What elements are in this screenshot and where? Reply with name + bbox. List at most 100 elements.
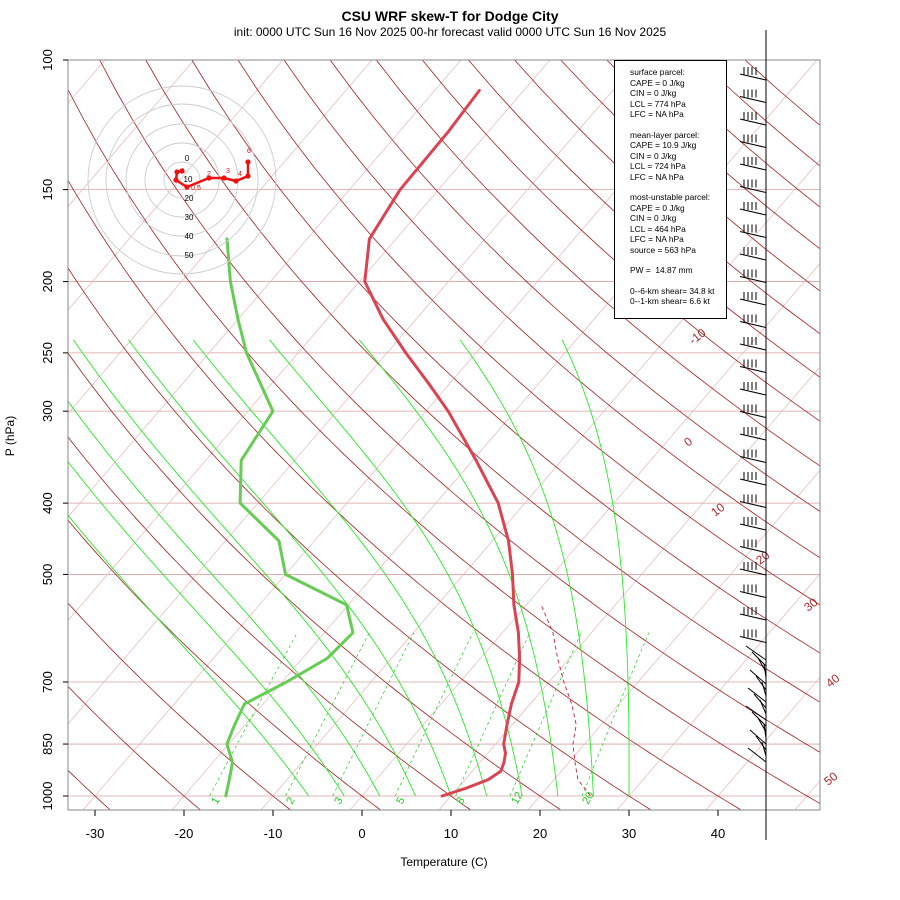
chart-title: CSU WRF skew-T for Dodge City (341, 8, 559, 24)
isotherm-line (883, 26, 900, 811)
hodograph-height-label: 0.5 (191, 185, 201, 192)
hodograph-height-label: 6 (247, 148, 251, 155)
moist-adiabat (561, 339, 630, 796)
stats-line: PW = 14.87 mm (630, 265, 693, 275)
wind-barb-lower (747, 747, 767, 763)
isotherm-line (68, 60, 551, 621)
isotherm-label: 40 (823, 671, 842, 690)
temp-tick-label: -20 (175, 826, 194, 841)
wind-barb-lower (759, 699, 767, 715)
hodograph-height-label: 4 (238, 171, 242, 178)
mixing-ratio-line (285, 632, 370, 797)
wind-barb-lower (755, 675, 767, 691)
isotherm-line (260, 159, 820, 810)
hodograph-ring (144, 142, 220, 218)
mixing-ratio-label: 12 (509, 790, 526, 807)
stats-line: LFC = NA hPa (630, 171, 684, 182)
hodograph-ring-label: 30 (185, 213, 194, 222)
mixing-ratio-label: 2 (284, 795, 297, 806)
temp-tick-label: 30 (622, 826, 636, 841)
stats-line: CIN = 0 J/kg (630, 213, 677, 223)
dry-adiabat (421, 60, 820, 422)
hodograph-point (245, 159, 251, 165)
hodograph-height-label: 3 (226, 168, 230, 175)
mixing-ratio-label: 8 (454, 795, 467, 806)
mixing-ratio-label: 20 (580, 790, 597, 807)
dry-adiabat (283, 60, 820, 559)
dry-adiabat (467, 60, 820, 378)
temp-tick-label: -10 (264, 826, 283, 841)
x-axis-label: Temperature (C) (400, 855, 487, 869)
parcel-trace (540, 604, 591, 797)
dry-adiabat (68, 352, 562, 810)
dry-adiabat (237, 60, 820, 606)
moist-adiabat (68, 400, 381, 797)
isotherm-line (794, 780, 820, 810)
stats-line: surface parcel: (630, 67, 685, 77)
temp-tick-label: -30 (86, 826, 105, 841)
dry-adiabat (68, 436, 472, 810)
pressure-tick-label: 150 (40, 179, 55, 201)
dry-adiabat (145, 60, 820, 703)
pressure-tick-label: 300 (40, 400, 55, 422)
hodograph-ring-label: 40 (185, 232, 194, 241)
isotherm-label: 30 (801, 595, 820, 614)
isotherm-line (68, 60, 106, 104)
stats-line: 0--6-km shear= 34.8 kt (630, 285, 715, 296)
stats-block: 0--6-km shear= 34.8 kt 0--1-km shear= 6.6… (630, 286, 726, 307)
stats-line: source = 563 hPa (630, 244, 696, 255)
stats-line: LCL = 464 hPa (630, 223, 686, 234)
hodograph-ring-label: 20 (185, 194, 194, 203)
pressure-tick-label: 500 (40, 564, 55, 586)
hodograph-point (233, 178, 239, 184)
wind-barb-lower (749, 669, 767, 685)
mixing-ratio-label: 3 (332, 795, 345, 806)
plot-frame (67, 59, 821, 811)
stats-line: CIN = 0 J/kg (630, 88, 677, 98)
mixing-ratio-line (332, 632, 415, 797)
stats-line: LCL = 724 hPa (630, 161, 686, 171)
hodograph-ring (163, 161, 201, 199)
moist-adiabat (192, 339, 488, 797)
parcel-stats-box: surface parcel: CAPE = 0 J/kg CIN = 0 J/kg… (614, 60, 727, 319)
isotherm-line (171, 60, 818, 810)
moist-adiabat (358, 339, 559, 797)
isotherm-line (705, 676, 820, 810)
hodograph-height-label: 2 (207, 171, 211, 178)
wind-barb-lower (761, 681, 767, 697)
dry-adiabat (375, 60, 820, 467)
isotherm-line (616, 573, 820, 810)
hodograph-point (245, 173, 251, 179)
dry-adiabat (191, 60, 820, 654)
isotherm-label: 0 (681, 434, 695, 449)
pressure-tick-label: 1000 (40, 782, 55, 811)
dry-adiabat (329, 60, 820, 512)
temp-tick-label: 10 (444, 826, 458, 841)
pressure-tick-label: 700 (40, 671, 55, 693)
hodograph-point (221, 175, 227, 181)
dry-adiabat (68, 179, 742, 810)
moist-adiabat (68, 514, 309, 797)
isotherm-line (68, 60, 284, 311)
isotherm-label: -10 (686, 325, 709, 347)
hodograph-ring (105, 103, 259, 257)
temp-tick-label: 0 (358, 826, 365, 841)
hodograph-point (179, 168, 185, 174)
moist-adiabat (459, 339, 594, 797)
dry-adiabat (68, 685, 201, 810)
stats-block: mean-layer parcel: CAPE = 10.9 J/kg CIN = … (630, 130, 726, 183)
moist-adiabat (128, 339, 452, 797)
pressure-tick-label: 850 (40, 733, 55, 755)
isotherm-line (68, 60, 195, 208)
hodograph-point (206, 175, 212, 181)
hodograph-height-label: 1 (181, 168, 185, 175)
wind-barb-lower (763, 663, 767, 679)
mixing-ratio-label: 5 (394, 795, 407, 806)
moist-adiabat (72, 339, 416, 797)
isotherm-line (438, 366, 820, 810)
temp-tick-label: 40 (711, 826, 725, 841)
stats-block: PW = 14.87 mm (630, 265, 726, 276)
isotherm-line (68, 60, 462, 518)
dry-adiabat (99, 60, 820, 753)
